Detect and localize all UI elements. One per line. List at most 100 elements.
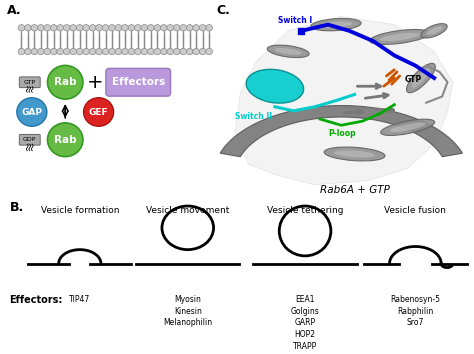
Ellipse shape [267,45,309,58]
Text: Vesicle tethering: Vesicle tethering [267,206,343,215]
Circle shape [76,24,83,31]
Circle shape [206,48,212,55]
Circle shape [115,24,122,31]
Text: Vesicle formation: Vesicle formation [41,206,119,215]
Circle shape [141,24,148,31]
Circle shape [70,48,76,55]
Text: EEA1
Golgins
GARP
HOP2
TRAPP
COG: EEA1 Golgins GARP HOP2 TRAPP COG [291,295,319,354]
Circle shape [128,48,135,55]
Circle shape [135,48,141,55]
Circle shape [173,48,180,55]
Circle shape [167,48,173,55]
Circle shape [47,65,83,99]
Text: GAP: GAP [21,108,42,116]
Circle shape [102,48,109,55]
Text: Effectors: Effectors [111,77,165,87]
Circle shape [115,48,122,55]
Circle shape [122,24,128,31]
Circle shape [109,48,115,55]
Circle shape [180,48,187,55]
Circle shape [83,24,90,31]
Circle shape [57,48,64,55]
Ellipse shape [370,29,430,45]
Circle shape [37,24,44,31]
FancyBboxPatch shape [19,77,40,88]
Circle shape [76,48,83,55]
Ellipse shape [319,22,353,28]
Polygon shape [220,105,463,157]
Ellipse shape [246,69,304,103]
Circle shape [193,24,200,31]
Circle shape [154,24,161,31]
Text: Switch I: Switch I [278,16,312,24]
Text: Myosin
Kinesin
Melanophilin: Myosin Kinesin Melanophilin [163,295,212,327]
Text: Rab6A + GTP: Rab6A + GTP [319,185,390,195]
Text: Vesicle fusion: Vesicle fusion [384,206,447,215]
Ellipse shape [407,63,435,93]
Circle shape [147,48,154,55]
Circle shape [64,24,70,31]
Circle shape [186,24,193,31]
Ellipse shape [274,48,302,55]
Circle shape [186,48,193,55]
Circle shape [167,24,173,31]
Circle shape [18,24,25,31]
Circle shape [161,48,167,55]
Circle shape [135,24,141,31]
Text: TIP47: TIP47 [69,295,91,304]
Circle shape [89,48,96,55]
Circle shape [96,24,102,31]
Circle shape [102,24,109,31]
Circle shape [70,24,76,31]
Text: Rab: Rab [54,77,76,87]
Text: GEF: GEF [89,108,109,116]
Circle shape [25,48,31,55]
Circle shape [89,24,96,31]
Ellipse shape [421,24,447,38]
Ellipse shape [324,147,385,161]
Text: +: + [87,73,104,92]
Circle shape [44,24,51,31]
Circle shape [50,24,57,31]
Ellipse shape [426,27,442,35]
Circle shape [193,48,200,55]
Circle shape [17,98,47,126]
Circle shape [47,123,83,156]
Circle shape [161,24,167,31]
Circle shape [31,48,38,55]
Text: A.: A. [7,4,21,17]
Circle shape [154,48,161,55]
Ellipse shape [380,33,420,41]
Circle shape [25,24,31,31]
Circle shape [64,48,70,55]
Ellipse shape [390,122,426,132]
Text: Switch II: Switch II [235,112,272,121]
Ellipse shape [311,18,361,31]
Ellipse shape [334,150,375,158]
Text: GTP: GTP [405,75,422,84]
Circle shape [173,24,180,31]
Text: Rab: Rab [54,135,76,145]
Polygon shape [235,16,453,185]
Text: Effectors:: Effectors: [9,295,63,305]
FancyBboxPatch shape [19,135,40,145]
Circle shape [83,98,114,126]
Circle shape [83,48,90,55]
Circle shape [18,48,25,55]
Text: C.: C. [217,4,230,17]
Ellipse shape [381,119,435,136]
Circle shape [200,48,206,55]
Text: Rabenosyn-5
Rabphilin
Sro7: Rabenosyn-5 Rabphilin Sro7 [391,295,440,327]
Circle shape [96,48,102,55]
Circle shape [109,24,115,31]
Text: GDP: GDP [23,137,36,142]
Ellipse shape [412,68,430,87]
Text: P-loop: P-loop [328,129,356,137]
Circle shape [57,24,64,31]
Circle shape [206,24,212,31]
Text: Vesicle movement: Vesicle movement [146,206,229,215]
Circle shape [50,48,57,55]
Circle shape [128,24,135,31]
Circle shape [180,24,187,31]
Circle shape [200,24,206,31]
